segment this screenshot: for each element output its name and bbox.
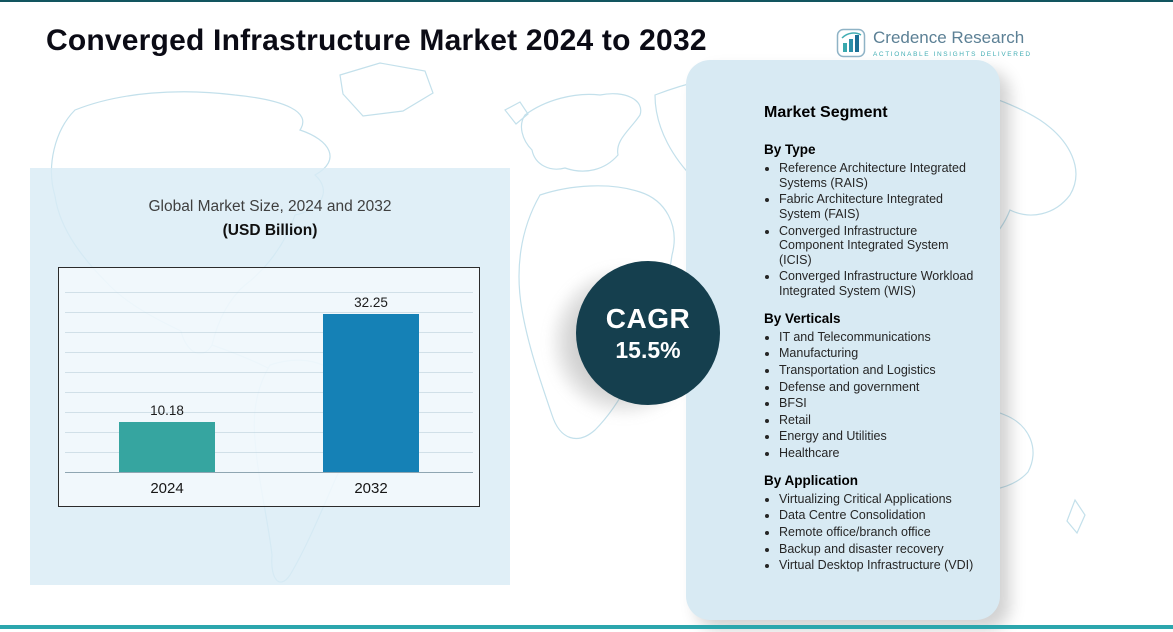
map-united-kingdom [504, 101, 529, 125]
map-new-zealand [1066, 498, 1086, 535]
segment-list-by-type: Reference Architecture Integrated System… [764, 161, 974, 299]
credence-research-logo: Credence Research Actionable Insights De… [836, 28, 1032, 58]
market-segment-panel: Market Segment By Type Reference Archite… [686, 60, 1000, 620]
x-axis-label-2024: 2024 [150, 480, 184, 497]
logo-text-block: Credence Research Actionable Insights De… [873, 28, 1032, 58]
segment-list-by-application: Virtualizing Critical ApplicationsData C… [764, 492, 974, 573]
bar-2032 [323, 314, 419, 472]
chart-subtitle: (USD Billion) [222, 222, 318, 239]
bar-value-2024: 10.18 [150, 403, 184, 418]
credence-logo-icon [836, 28, 866, 58]
x-axis-labels: 2024 2032 [65, 480, 473, 497]
segment-list-by-verticals: IT and TelecommunicationsManufacturing Tr… [764, 330, 974, 461]
segment-item: Converged Infrastructure Workload Integr… [779, 269, 974, 298]
segment-item: Converged Infrastructure Component Integ… [779, 224, 974, 268]
segment-item: Fabric Architecture Integrated System (F… [779, 192, 974, 221]
cagr-value: 15.5% [615, 336, 681, 363]
map-greenland [339, 62, 434, 117]
x-axis-label-2032: 2032 [354, 480, 388, 497]
bottom-accent-rule [0, 625, 1173, 629]
segment-item: BFSI [779, 396, 974, 411]
map-europe [520, 93, 642, 172]
segment-item: Remote office/branch office [779, 525, 974, 540]
cagr-label: CAGR [605, 302, 691, 334]
segment-group-by-verticals: By Verticals IT and TelecommunicationsMa… [764, 311, 974, 461]
page-title: Converged Infrastructure Market 2024 to … [46, 24, 707, 57]
segment-group-title: By Application [764, 472, 859, 488]
logo-name: Credence Research [873, 28, 1025, 47]
segment-group-by-type: By Type Reference Architecture Integrate… [764, 142, 974, 299]
bar-group-2032: 32.25 [323, 295, 419, 472]
segment-item: IT and Telecommunications [779, 330, 974, 345]
segment-panel-heading: Market Segment [764, 104, 888, 121]
segment-item: Data Centre Consolidation [779, 508, 974, 523]
segment-item: Manufacturing [779, 346, 974, 361]
segment-item: Energy and Utilities [779, 429, 974, 444]
segment-item: Retail [779, 413, 974, 428]
logo-tagline: Actionable Insights Delivered [873, 51, 1032, 58]
segment-item: Virtualizing Critical Applications [779, 492, 974, 507]
segment-item: Reference Architecture Integrated System… [779, 161, 974, 190]
bar-chart-plot-area: 10.18 32.25 [65, 276, 473, 473]
cagr-badge: CAGR 15.5% [576, 261, 720, 405]
segment-item: Transportation and Logistics [779, 363, 974, 378]
top-accent-rule [0, 0, 1173, 2]
segment-item: Virtual Desktop Infrastructure (VDI) [779, 558, 974, 573]
segment-item: Defense and government [779, 380, 974, 395]
bar-group-2024: 10.18 [119, 403, 215, 472]
bar-2024 [119, 422, 215, 472]
segment-item: Backup and disaster recovery [779, 542, 974, 557]
segment-group-title: By Type [764, 142, 816, 157]
chart-title: Global Market Size, 2024 and 2032 [148, 198, 392, 215]
segment-group-title: By Verticals [764, 310, 841, 326]
segment-group-by-application: By Application Virtualizing Critical App… [764, 473, 974, 573]
bar-value-2032: 32.25 [354, 295, 388, 310]
market-size-panel: Global Market Size, 2024 and 2032 (USD B… [30, 168, 510, 585]
bar-chart: 10.18 32.25 2024 2032 [58, 267, 480, 507]
segment-item: Healthcare [779, 446, 974, 461]
